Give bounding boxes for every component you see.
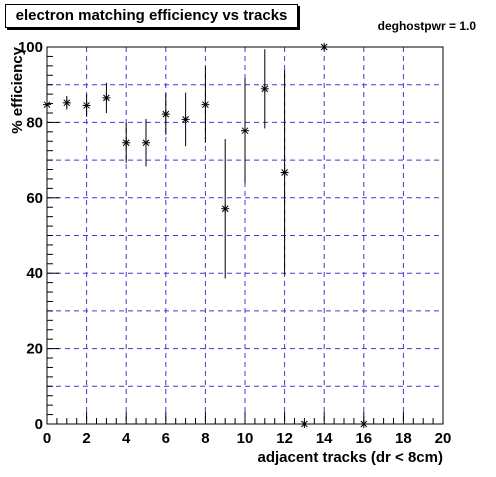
marker-stroke — [122, 139, 130, 147]
data-point — [62, 98, 71, 107]
x-tick-label: 6 — [162, 430, 170, 447]
y-axis-label: % efficiency — [9, 46, 26, 133]
marker-stroke — [83, 102, 90, 109]
marker-stroke — [221, 205, 229, 213]
data-point — [102, 93, 111, 102]
x-tick-label: 14 — [316, 430, 333, 447]
marker-stroke — [301, 420, 308, 428]
y-tick-label: 100 — [18, 39, 43, 56]
y-tick-label: 80 — [26, 114, 43, 131]
data-point — [221, 204, 230, 213]
data-point — [181, 115, 190, 124]
data-point — [280, 168, 289, 177]
marker-stroke — [43, 101, 51, 109]
data-point — [161, 110, 170, 119]
y-tick-labels: 0 20 40 60 80 100 — [18, 39, 43, 433]
data-point — [142, 138, 150, 147]
x-tick-label: 18 — [395, 430, 412, 447]
deghost-annotation: deghostpwr = 1.0 — [377, 19, 476, 33]
x-tick-label: 8 — [201, 430, 209, 447]
data-point — [241, 126, 249, 135]
marker-stroke — [162, 110, 170, 118]
y-tick-label: 60 — [26, 190, 43, 207]
y-tick-label: 0 — [35, 416, 43, 433]
marker-stroke — [320, 43, 328, 51]
marker-stroke — [241, 127, 249, 135]
data-point — [201, 100, 210, 109]
x-tick-labels: 0 2 4 6 8 10 12 14 16 18 20 — [43, 430, 452, 447]
marker-stroke — [103, 94, 110, 102]
marker-stroke — [281, 169, 288, 176]
marker-stroke — [202, 101, 209, 109]
data-point — [122, 138, 131, 147]
marker-stroke — [182, 116, 189, 123]
y-tick-label: 40 — [26, 265, 43, 282]
marker-stroke — [63, 99, 71, 107]
marker-stroke — [261, 85, 269, 93]
x-tick-label: 20 — [435, 430, 452, 447]
x-tick-label: 12 — [276, 430, 293, 447]
x-tick-label: 4 — [122, 430, 131, 447]
data-markers — [43, 43, 368, 428]
data-point — [260, 84, 269, 93]
error-bars — [66, 49, 286, 279]
x-tick-label: 0 — [43, 430, 51, 447]
axis-ticks — [46, 46, 444, 425]
chart-title: electron matching efficiency vs tracks — [15, 7, 288, 24]
marker-stroke — [360, 420, 368, 428]
data-point — [82, 101, 91, 110]
y-tick-label: 20 — [26, 341, 43, 358]
data-point — [320, 43, 329, 51]
marker-stroke — [142, 139, 150, 147]
data-point — [359, 420, 368, 428]
data-point — [43, 100, 51, 109]
data-point — [300, 420, 309, 428]
chart-title-box: electron matching efficiency vs tracks — [5, 4, 298, 28]
x-tick-label: 16 — [355, 430, 372, 447]
x-tick-label: 2 — [82, 430, 90, 447]
x-tick-label: 10 — [237, 430, 254, 447]
x-axis-label: adjacent tracks (dr < 8cm) — [257, 449, 443, 466]
